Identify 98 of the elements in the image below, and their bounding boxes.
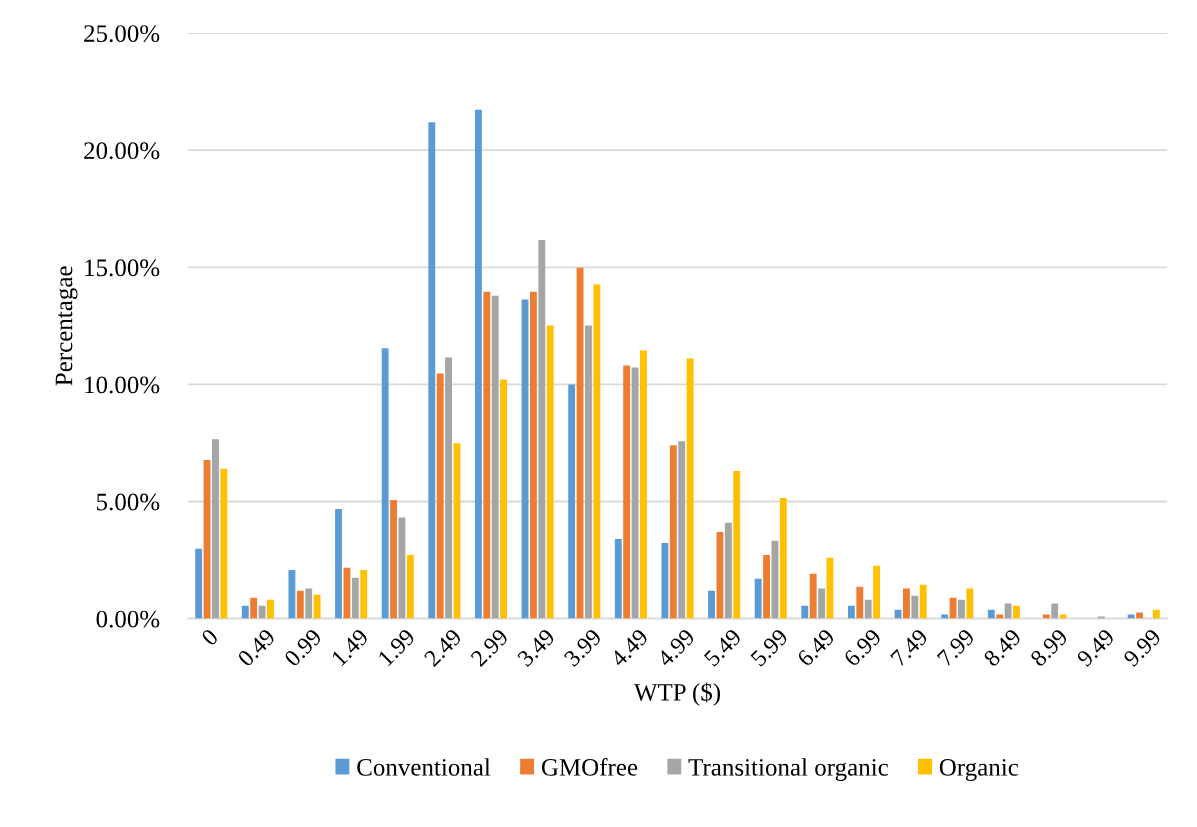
- legend-label: GMOfree: [541, 757, 638, 776]
- bar: [678, 441, 686, 619]
- bar: [754, 578, 762, 619]
- bar: [801, 605, 809, 619]
- bar: [949, 597, 957, 619]
- legend-label: Organic: [939, 758, 1019, 781]
- bar: [614, 538, 622, 619]
- bar: [220, 468, 228, 619]
- bar: [381, 348, 389, 619]
- legend-label: Transitional organic: [688, 758, 888, 781]
- bar: [593, 284, 601, 619]
- bar: [335, 508, 342, 619]
- bar: [305, 588, 313, 619]
- y-tick-label: 15.00%: [85, 259, 160, 277]
- bar: [716, 531, 724, 619]
- x-tick-label: 3.49: [516, 628, 556, 668]
- y-tick-label: 10.00%: [85, 376, 160, 394]
- bar: [241, 605, 249, 619]
- bar: [568, 384, 576, 619]
- x-tick-label: 3.99: [563, 628, 603, 668]
- x-tick-label: 5.99: [750, 628, 789, 667]
- bar: [529, 291, 537, 619]
- bar: [360, 569, 368, 619]
- x-tick-label: 5.49: [703, 628, 743, 667]
- bar: [724, 522, 732, 619]
- bar: [669, 445, 677, 619]
- bar: [195, 548, 203, 619]
- bar: [546, 325, 554, 619]
- x-tick-label: 2.99: [470, 628, 510, 668]
- bar: [987, 609, 995, 619]
- bar: [1152, 609, 1160, 619]
- bar: [212, 439, 219, 619]
- x-tick-label: 0.49: [236, 628, 277, 668]
- bar: [288, 569, 296, 619]
- bar: [733, 471, 741, 619]
- y-tick-label: 25.00%: [84, 25, 160, 43]
- legend-label: Conventional: [357, 758, 491, 776]
- bar: [708, 590, 715, 619]
- x-tick-label: 1.49: [330, 628, 370, 667]
- bar: [631, 367, 639, 619]
- bar: [856, 586, 864, 619]
- bar: [538, 239, 546, 619]
- bar: [763, 554, 770, 619]
- bar: [1051, 603, 1059, 619]
- y-axis-title: Percentagae: [55, 266, 78, 386]
- bar: [343, 567, 351, 619]
- bar: [313, 594, 321, 619]
- x-tick-label: 1.99: [377, 628, 416, 667]
- bar: [500, 379, 508, 619]
- x-tick-label: 2.49: [423, 628, 463, 668]
- bar: [919, 584, 927, 619]
- bar: [258, 605, 266, 619]
- bar: [661, 542, 669, 619]
- x-tick-label: 0.99: [283, 628, 323, 668]
- bar: [779, 497, 787, 619]
- bar: [809, 573, 817, 619]
- bar: [296, 590, 304, 619]
- x-axis-title: WTP ($): [633, 682, 721, 706]
- bar: [623, 365, 631, 619]
- x-tick-label: 8.49: [982, 628, 1023, 668]
- bar: [818, 588, 826, 619]
- x-tick-label: 6.99: [843, 628, 883, 668]
- x-tick-label: 7.49: [890, 628, 929, 667]
- bar: [267, 599, 274, 619]
- bar: [390, 500, 397, 619]
- bar: [847, 605, 855, 619]
- bar: [428, 122, 436, 619]
- bar: [966, 588, 974, 619]
- x-tick-label: 4.49: [609, 628, 650, 668]
- x-tick-label: 6.49: [796, 628, 836, 668]
- bar: [873, 565, 881, 619]
- bar: [445, 357, 453, 619]
- y-tick-label: 20.00%: [84, 142, 160, 160]
- bar: [351, 577, 359, 619]
- bar: [902, 588, 910, 619]
- y-tick-label: 0.00%: [96, 610, 160, 628]
- x-tick-label: 8.99: [1029, 628, 1069, 668]
- x-tick-label: 9.99: [1122, 628, 1162, 668]
- bar: [250, 597, 258, 619]
- bar: [958, 599, 965, 619]
- bar: [585, 325, 592, 619]
- x-tick-label: 9.49: [1076, 628, 1116, 668]
- bar: [483, 291, 491, 619]
- bar: [474, 109, 482, 619]
- bar: [406, 554, 414, 619]
- bar: [1013, 605, 1020, 619]
- x-tick-label: 0: [200, 628, 219, 647]
- bar: [864, 599, 872, 619]
- x-tick-label: 4.99: [656, 628, 696, 668]
- y-tick-label: 5.00%: [97, 493, 160, 511]
- bar: [1004, 603, 1012, 619]
- bar: [491, 295, 499, 619]
- bar: [911, 595, 919, 619]
- bar: [640, 350, 647, 619]
- bar: [436, 373, 444, 619]
- x-tick-label: 7.99: [936, 628, 976, 667]
- bar: [686, 358, 694, 619]
- bar: [1097, 616, 1105, 619]
